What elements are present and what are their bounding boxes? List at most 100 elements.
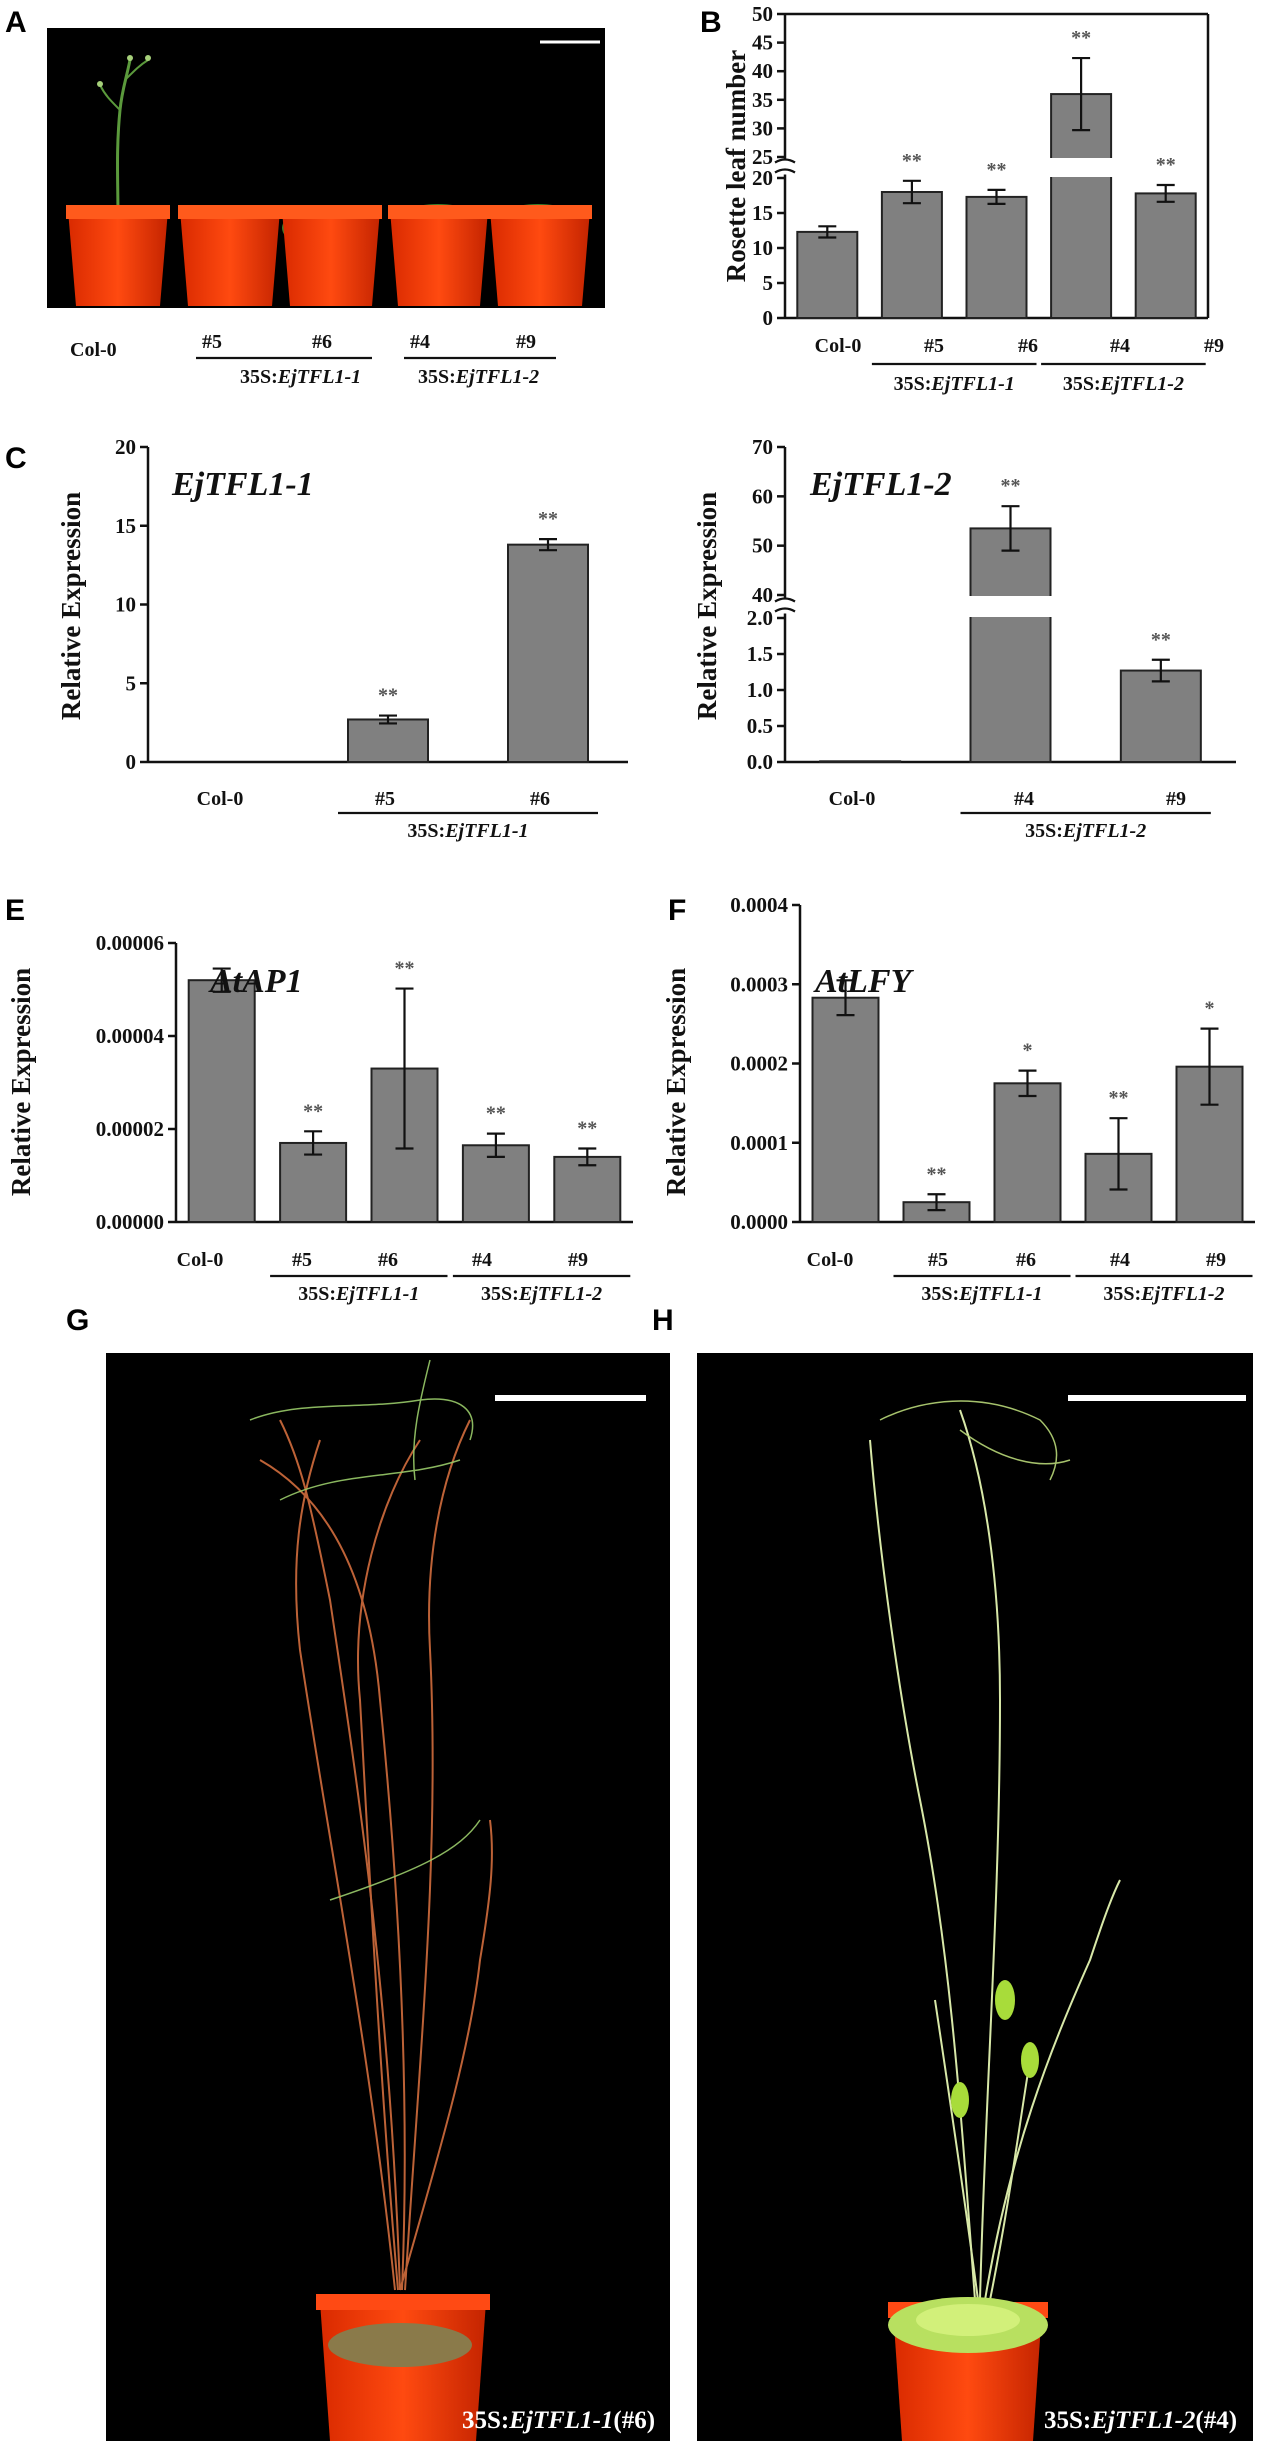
y-tick-label: 10 <box>752 236 773 260</box>
y-tick-label: 5 <box>763 271 774 295</box>
chart-e: 0.00000 0.00002 0.00004 0.00006 Col-0 ** #5 ** #… <box>6 931 633 1305</box>
y-tick-label: 0.0003 <box>730 972 788 996</box>
bar-#4 <box>969 527 1052 764</box>
significance-label: ** <box>1071 27 1091 49</box>
category-label: #4 <box>1110 335 1130 357</box>
panel-h-photo: 35S:EjTFL1-2(#4) <box>697 1353 1253 2441</box>
significance-label: ** <box>1001 475 1021 497</box>
y-tick-label: 0.00002 <box>96 1117 164 1141</box>
group-label: 35S:EjTFL1-1 <box>298 1283 419 1305</box>
panel-label-e: E <box>5 894 25 927</box>
bar-#5 <box>880 191 943 319</box>
category-label: #5 <box>928 1249 948 1271</box>
y-tick-label: 0.0001 <box>730 1131 788 1155</box>
panel-a-label-4: #4 <box>410 331 430 353</box>
group-label: 35S:EjTFL1-2 <box>481 1283 602 1305</box>
chart-f: 0.00000.00010.00020.00030.0004Col-0**#5*… <box>661 893 1255 1305</box>
axis-break-mark <box>774 607 796 613</box>
category-label: #5 <box>375 788 395 810</box>
y-axis-label: Rosette leaf number <box>721 50 751 282</box>
significance-label: ** <box>486 1103 506 1125</box>
significance-label: ** <box>1151 629 1171 651</box>
bar-Col-0 <box>187 979 256 1224</box>
group-label: 35S:EjTFL1-1 <box>921 1283 1042 1305</box>
y-tick-label: 0.0002 <box>730 1052 788 1076</box>
category-label: #4 <box>1014 788 1034 810</box>
panel-label-b: B <box>700 6 722 39</box>
y-tick-label: 30 <box>752 116 773 140</box>
y-tick-label: 50 <box>752 534 773 558</box>
category-label: #6 <box>378 1249 398 1271</box>
y-tick-label: 15 <box>752 201 773 225</box>
y-axis-label: Relative Expression <box>692 492 722 720</box>
bar-Col-0 <box>796 230 859 319</box>
y-tick-label: 15 <box>115 514 136 538</box>
category-label: #9 <box>1166 788 1186 810</box>
panel-label-f: F <box>668 894 686 927</box>
y-tick-label: 1.5 <box>747 642 773 666</box>
bar-#6 <box>507 543 589 764</box>
significance-label: * <box>1023 1040 1033 1062</box>
group-label: 35S:EjTFL1-1 <box>407 820 528 842</box>
group-label: 35S:EjTFL1-1 <box>894 373 1015 395</box>
significance-label: ** <box>395 958 415 980</box>
y-tick-label: 1.0 <box>747 678 773 702</box>
panel-g-caption: 35S:EjTFL1-1(#6) <box>462 2407 655 2434</box>
y-tick-label: 2.0 <box>747 606 773 630</box>
category-label: #9 <box>1204 335 1224 357</box>
group-label: 35S:EjTFL1-2 <box>1103 1283 1224 1305</box>
y-tick-label: 0.0 <box>747 750 773 774</box>
y-tick-label: 25 <box>752 145 773 169</box>
y-tick-label: 20 <box>752 166 773 190</box>
y-tick-label: 35 <box>752 88 773 112</box>
y-tick-label: 10 <box>115 593 136 617</box>
significance-label: ** <box>1109 1087 1129 1109</box>
panel-h-caption: 35S:EjTFL1-2(#4) <box>1044 2407 1237 2434</box>
y-tick-label: 45 <box>752 31 773 55</box>
category-label: Col-0 <box>815 335 862 357</box>
y-axis-label: Relative Expression <box>661 968 691 1196</box>
y-tick-label: 0.5 <box>747 714 773 738</box>
category-label: #5 <box>924 335 944 357</box>
chart-title: AtAP1 <box>208 963 303 1000</box>
significance-label: ** <box>577 1118 597 1140</box>
panel-a-group-2: 35S:EjTFL1-2 <box>418 366 539 388</box>
panel-g-photo: 35S:EjTFL1-1(#6) <box>106 1353 670 2441</box>
y-tick-label: 0.0000 <box>730 1210 788 1234</box>
category-label: #4 <box>1110 1249 1130 1271</box>
bar-#9 <box>1134 192 1197 319</box>
significance-label: ** <box>378 685 398 707</box>
bar-#6 <box>965 195 1028 319</box>
category-label: Col-0 <box>197 788 244 810</box>
bar-#5 <box>347 718 429 763</box>
chart-title: EjTFL1-1 <box>171 466 314 503</box>
category-label: #9 <box>1206 1249 1226 1271</box>
panel-label-g: G <box>66 1304 89 1337</box>
axis-break <box>779 160 791 175</box>
category-label: #5 <box>292 1249 312 1271</box>
category-label: #6 <box>1018 335 1038 357</box>
significance-label: ** <box>303 1100 323 1122</box>
panel-label-a: A <box>5 6 27 39</box>
category-label: #6 <box>1016 1249 1036 1271</box>
panel-a-label-6: #6 <box>312 331 332 353</box>
y-tick-label: 0.00004 <box>96 1024 165 1048</box>
y-tick-label: 70 <box>752 435 773 459</box>
y-tick-label: 0.00000 <box>96 1210 164 1234</box>
chart-c2: 0.0 0.5 1.0 1.5 2.040 50 60 70 Col-0 ** #4 ** #9 35S:… <box>692 435 1236 842</box>
chart-title: EjTFL1-2 <box>809 466 952 503</box>
y-tick-label: 0 <box>126 750 137 774</box>
category-label: #9 <box>568 1249 588 1271</box>
axis-break-mark <box>774 168 796 174</box>
charts: 05101520253035404550Col-0**#5**#6**#4**#… <box>6 2 1255 1305</box>
category-label: Col-0 <box>177 1249 224 1271</box>
significance-label: ** <box>1156 154 1176 176</box>
bar-#9 <box>553 1155 622 1224</box>
bar-Col-0 <box>819 760 902 764</box>
bar-Col-0 <box>811 996 880 1223</box>
significance-label: * <box>1205 998 1215 1020</box>
panel-label-h: H <box>652 1304 674 1337</box>
chart-title: AtLFY <box>813 963 915 1000</box>
axis-break <box>779 599 791 614</box>
